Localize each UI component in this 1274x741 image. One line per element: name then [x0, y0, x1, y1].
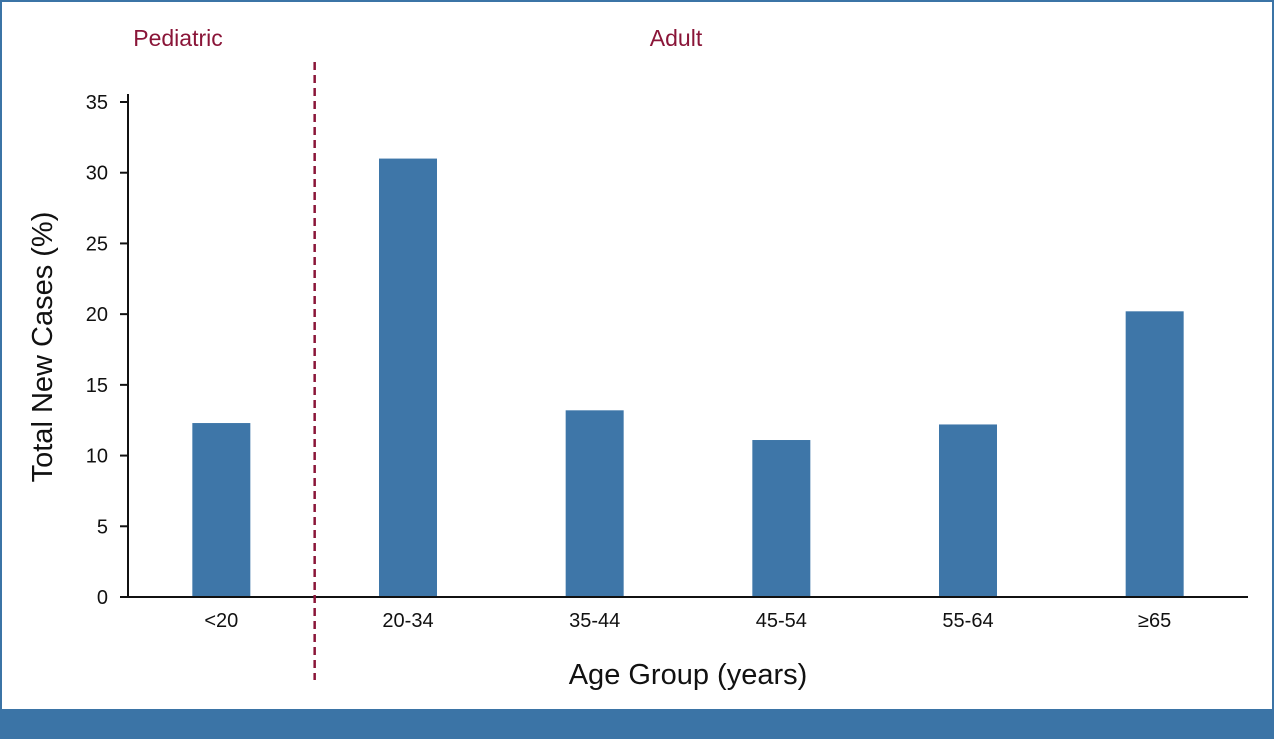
y-tick-label: 5 [97, 516, 108, 538]
y-axis-title: Total New Cases (%) [27, 212, 59, 483]
region-label-adult: Adult [650, 25, 703, 51]
y-tick-label: 20 [86, 304, 108, 326]
footer-bar [0, 709, 1274, 739]
x-axis-ticks: <20 20-34 35-44 45-54 55-64 ≥65 [204, 610, 1171, 632]
y-tick-label: 35 [86, 92, 108, 114]
bar-20-34 [379, 158, 437, 598]
region-labels: Pediatric Adult [133, 25, 703, 51]
x-tick-label: 55-64 [942, 610, 993, 632]
region-label-pediatric: Pediatric [133, 25, 222, 51]
bar-<20 [192, 423, 251, 597]
x-tick-label: 45-54 [756, 610, 807, 632]
y-tick-label: 10 [86, 446, 108, 468]
y-tick-label: 25 [86, 233, 108, 255]
x-tick-label: ≥65 [1138, 610, 1171, 632]
bar-35-44 [565, 410, 624, 597]
x-axis-title: Age Group (years) [569, 659, 808, 691]
x-tick-label: 20-34 [382, 610, 433, 632]
x-tick-label: 35-44 [569, 610, 620, 632]
x-tick-label: <20 [204, 610, 238, 632]
bar-45-54 [752, 440, 811, 597]
y-tick-label: 30 [86, 163, 108, 185]
y-tick-label: 0 [97, 587, 108, 609]
bars [192, 158, 1184, 598]
y-axis-ticks: 0 5 10 15 20 25 30 35 [86, 92, 128, 609]
y-tick-label: 15 [86, 375, 108, 397]
bar-55-64 [939, 424, 997, 597]
bar-≥65 [1125, 311, 1184, 597]
